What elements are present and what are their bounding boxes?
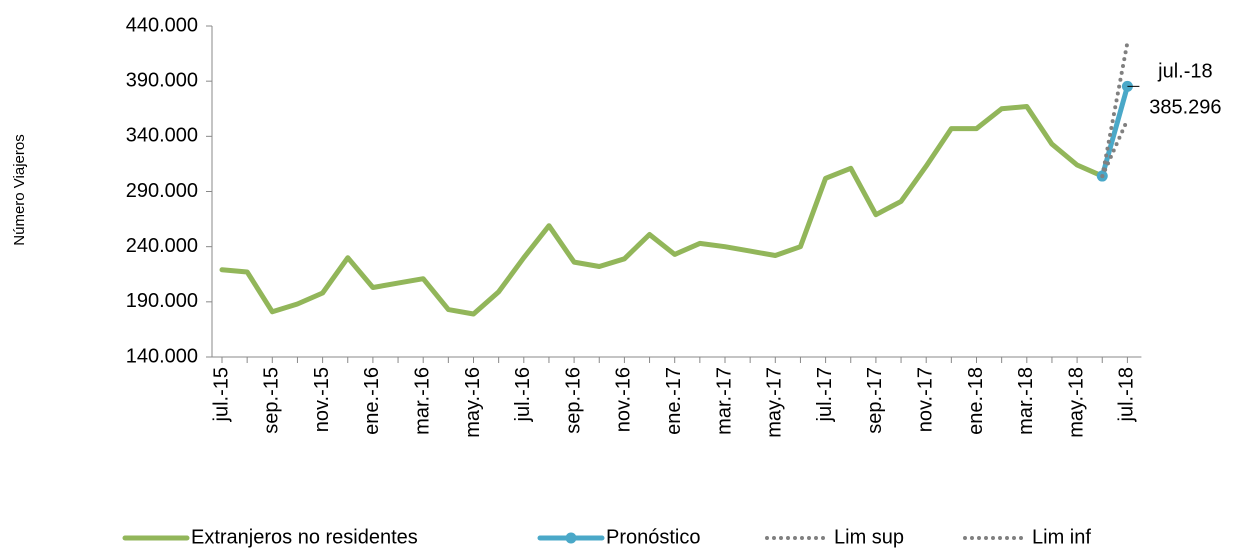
x-tick-label: nov.-15 — [311, 367, 333, 432]
x-tick-label: mar.-18 — [1015, 367, 1037, 435]
series-line — [219, 104, 1105, 317]
data-label: 385.296 — [1149, 97, 1221, 119]
x-tick-label: mar.-16 — [411, 367, 433, 435]
y-tick-label: 140.000 — [126, 345, 198, 367]
y-tick-label: 440.000 — [126, 14, 198, 36]
x-tick-label: may.-17 — [764, 367, 786, 438]
series-line — [1100, 40, 1130, 179]
y-axis-label: Número Viajeros — [11, 134, 28, 245]
x-tick-label: nov.-17 — [914, 367, 936, 432]
y-tick-label: 340.000 — [126, 125, 198, 147]
x-tick-label: may.-16 — [462, 367, 484, 438]
x-tick-label: ene.-16 — [361, 367, 383, 435]
legend-label: Lim inf — [1032, 526, 1091, 548]
legend-label: Pronóstico — [606, 526, 701, 548]
x-tick-label: jul.-18 — [1116, 367, 1138, 422]
x-tick-label: jul.-15 — [210, 367, 232, 422]
x-tick-label: sep.-15 — [261, 367, 283, 434]
legend-label: Lim sup — [834, 526, 904, 548]
x-tick-label: sep.-16 — [562, 367, 584, 434]
x-tick-label: ene.-18 — [965, 367, 987, 435]
y-tick-label: 290.000 — [126, 180, 198, 202]
x-tick-label: jul.-16 — [512, 367, 534, 422]
legend-marker — [565, 532, 577, 544]
x-tick-label: sep.-17 — [864, 367, 886, 434]
x-tick-label: mar.-17 — [713, 367, 735, 435]
annotation: jul.-18 — [1157, 61, 1212, 83]
x-tick-label: ene.-17 — [663, 367, 685, 435]
x-tick-label: nov.-16 — [613, 367, 635, 432]
y-tick-label: 190.000 — [126, 290, 198, 312]
y-tick-label: 390.000 — [126, 69, 198, 91]
legend-label: Extranjeros no residentes — [191, 526, 418, 548]
x-tick-label: jul.-17 — [814, 367, 836, 422]
x-tick-label: may.-18 — [1065, 367, 1087, 438]
y-tick-label: 240.000 — [126, 235, 198, 257]
